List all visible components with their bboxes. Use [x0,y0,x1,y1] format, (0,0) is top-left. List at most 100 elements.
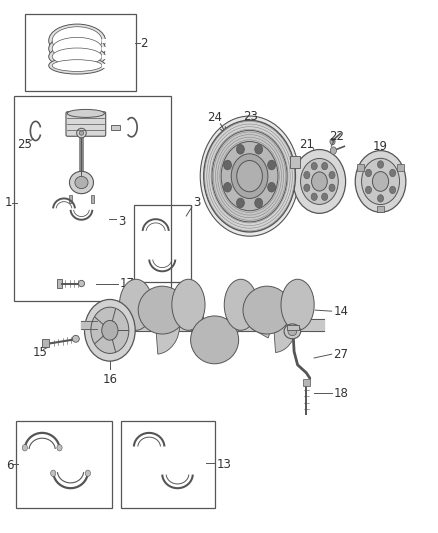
Ellipse shape [79,131,84,135]
Ellipse shape [284,324,300,339]
Bar [121,421,215,508]
Circle shape [365,169,371,176]
Circle shape [355,151,406,212]
Bar [69,195,72,203]
Wedge shape [183,297,205,337]
FancyBboxPatch shape [66,112,106,136]
Circle shape [237,160,262,192]
Circle shape [330,139,335,145]
Ellipse shape [52,60,102,71]
Circle shape [389,169,396,176]
Circle shape [304,172,310,179]
Ellipse shape [243,286,291,334]
Wedge shape [246,294,271,338]
Circle shape [378,161,384,168]
Text: 25: 25 [17,138,32,151]
Bar [397,164,404,171]
Circle shape [204,120,295,232]
Ellipse shape [70,171,93,193]
Circle shape [255,198,263,208]
Text: 3: 3 [119,215,126,228]
Bar [303,379,310,385]
Ellipse shape [120,279,152,330]
Circle shape [365,186,371,193]
Circle shape [224,160,231,170]
Text: 22: 22 [329,130,344,143]
Circle shape [311,163,317,170]
Wedge shape [274,313,296,352]
Circle shape [91,307,129,353]
Circle shape [321,193,328,200]
Bar [134,205,191,282]
Ellipse shape [72,335,79,342]
Text: 1: 1 [5,196,13,209]
Circle shape [268,160,276,170]
Circle shape [330,147,336,155]
Circle shape [237,144,244,154]
Ellipse shape [52,27,102,54]
Circle shape [378,195,384,202]
Circle shape [102,320,118,340]
Circle shape [57,445,62,451]
Bar [57,279,62,288]
Ellipse shape [75,176,88,189]
Circle shape [329,184,335,191]
Circle shape [311,172,327,191]
Circle shape [231,154,268,198]
Circle shape [221,142,278,211]
Ellipse shape [172,279,205,330]
Bar [377,206,384,212]
Text: 6: 6 [6,459,14,472]
Circle shape [255,144,263,154]
Circle shape [200,116,299,236]
Ellipse shape [49,35,106,62]
Circle shape [304,184,310,191]
Ellipse shape [52,48,102,65]
Bar [287,325,299,330]
Circle shape [321,163,328,170]
Circle shape [85,470,91,477]
Circle shape [237,198,244,208]
Circle shape [85,300,135,361]
Ellipse shape [49,45,106,68]
Ellipse shape [281,279,314,330]
Ellipse shape [52,37,102,60]
Bar [91,195,94,203]
Text: 19: 19 [373,140,388,153]
Text: 24: 24 [207,111,222,124]
Text: 18: 18 [333,386,348,400]
Ellipse shape [77,128,86,138]
Ellipse shape [138,286,186,334]
Text: 3: 3 [193,196,200,209]
Bar [290,156,300,168]
Circle shape [224,182,231,192]
Circle shape [293,150,346,213]
Text: 2: 2 [141,37,148,50]
Ellipse shape [49,57,106,74]
Bar [16,421,112,508]
Text: 13: 13 [217,458,232,471]
Circle shape [361,158,399,205]
Bar [14,96,171,301]
Circle shape [300,158,338,205]
Ellipse shape [49,24,106,57]
Bar [25,14,136,91]
Ellipse shape [67,109,104,117]
Ellipse shape [288,327,297,336]
Wedge shape [215,313,239,354]
Text: 15: 15 [32,346,47,359]
Circle shape [212,131,287,222]
Text: 16: 16 [102,373,117,386]
Circle shape [268,182,276,192]
Bar [42,340,49,348]
Ellipse shape [78,280,85,287]
Circle shape [389,186,396,193]
Wedge shape [156,313,180,354]
Circle shape [372,172,389,191]
Ellipse shape [191,316,239,364]
Circle shape [51,470,56,477]
Text: 21: 21 [299,138,314,151]
Circle shape [329,172,335,179]
Text: 14: 14 [333,305,348,318]
Bar [357,164,364,171]
